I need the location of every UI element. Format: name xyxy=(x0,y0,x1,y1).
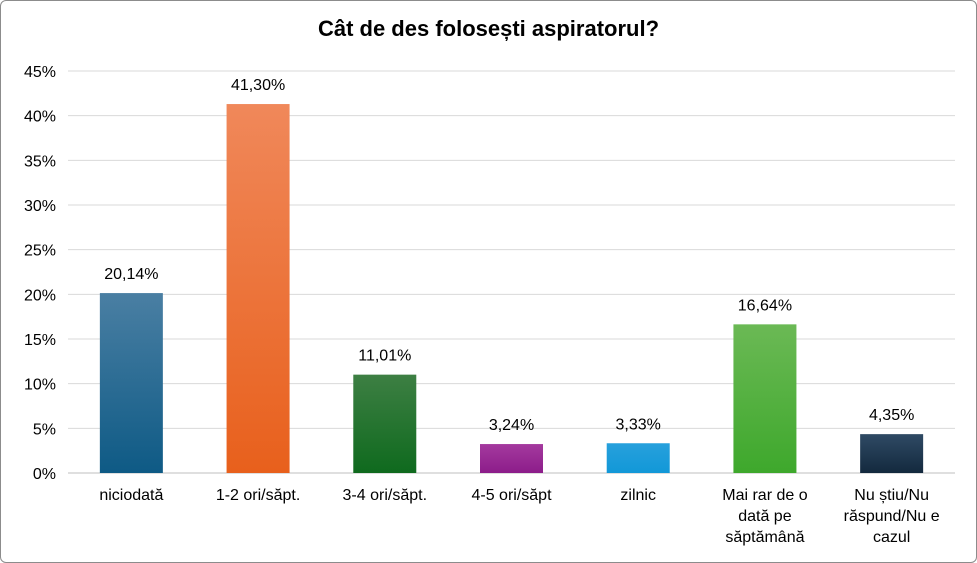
chart-title: Cât de des folosești aspiratorul? xyxy=(317,16,660,41)
x-tick-label: 1-2 ori/săpt. xyxy=(216,487,300,504)
bar xyxy=(226,104,290,473)
x-tick-label: dată pe xyxy=(738,508,791,525)
bar xyxy=(480,444,543,473)
x-tick-label: niciodată xyxy=(99,487,163,504)
y-tick-label: 35% xyxy=(24,153,56,170)
y-tick-label: 15% xyxy=(24,332,56,349)
data-label: 4,35% xyxy=(869,407,914,424)
bar xyxy=(353,374,417,473)
x-tick-label: săptămână xyxy=(725,529,804,546)
y-tick-label: 5% xyxy=(33,421,56,438)
y-tick-label: 30% xyxy=(24,198,56,215)
x-axis: niciodată 1-2 ori/săpt. 3-4 ori/săpt. 4-5 o… xyxy=(99,487,939,546)
x-tick-label: Nu știu/Nu xyxy=(854,487,929,504)
y-tick-label: 40% xyxy=(24,109,56,126)
y-axis: 0% 5% 10% 15% 20% 25% 30% 35% 40% 45% xyxy=(24,64,56,483)
data-label: 3,33% xyxy=(616,416,661,433)
bar xyxy=(606,443,670,473)
x-tick-label: zilnic xyxy=(620,487,656,504)
x-tick-label: răspund/Nu e xyxy=(844,508,940,525)
data-label: 41,30% xyxy=(231,77,285,94)
data-label: 11,01% xyxy=(358,348,411,365)
y-tick-label: 45% xyxy=(24,64,56,81)
y-tick-label: 20% xyxy=(24,287,56,304)
x-tick-label: Mai rar de o xyxy=(722,487,807,504)
y-tick-label: 25% xyxy=(24,243,56,260)
bar xyxy=(733,324,797,473)
data-label: 3,24% xyxy=(489,417,534,434)
bars xyxy=(99,104,924,473)
data-label: 20,14% xyxy=(104,266,158,283)
data-label: 16,64% xyxy=(738,297,792,314)
y-tick-label: 0% xyxy=(33,466,56,483)
x-tick-label: 3-4 ori/săpt. xyxy=(343,487,427,504)
x-tick-label: cazul xyxy=(873,529,910,546)
data-labels: 20,14% 41,30% 11,01% 3,24% 3,33% 16,64% 4,35% xyxy=(104,77,914,434)
bar xyxy=(99,293,163,473)
gridlines xyxy=(68,70,955,474)
y-tick-label: 10% xyxy=(24,377,56,394)
bar xyxy=(860,434,924,473)
x-tick-label: 4-5 ori/săpt xyxy=(471,487,552,504)
